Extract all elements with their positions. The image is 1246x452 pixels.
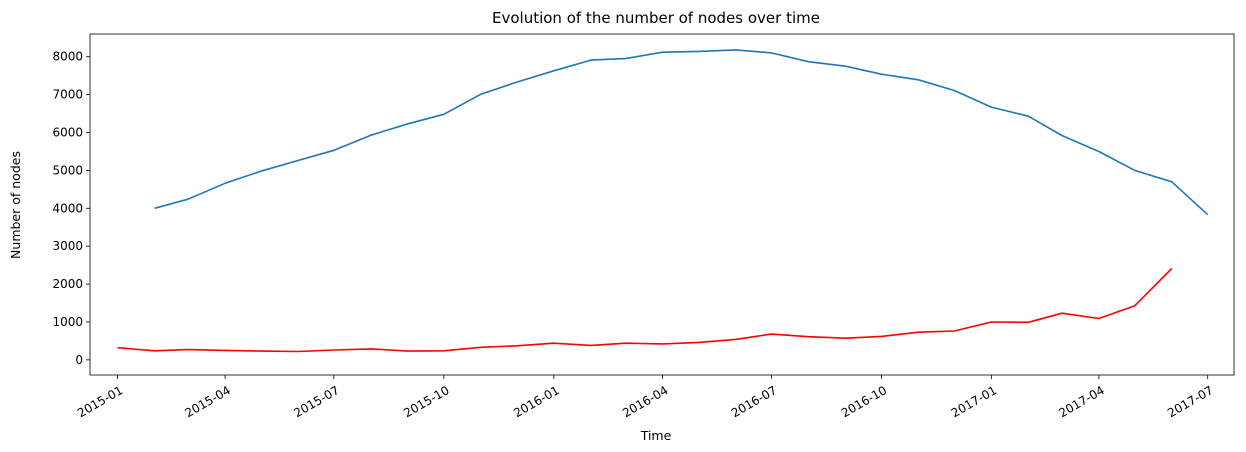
x-tick-label: 2015-07 xyxy=(291,383,341,420)
x-tick-label: 2017-04 xyxy=(1056,383,1106,420)
x-tick-label: 2015-04 xyxy=(183,383,233,420)
x-tick-label: 2015-10 xyxy=(401,383,451,420)
x-axis-label: Time xyxy=(640,428,672,443)
y-tick-label: 3000 xyxy=(52,239,83,253)
x-tick-label: 2017-07 xyxy=(1165,383,1215,420)
series-lines xyxy=(117,49,1209,353)
x-tick-label: 2015-01 xyxy=(75,383,125,420)
x-tick-label: 2017-01 xyxy=(949,383,999,420)
y-tick-label: 4000 xyxy=(52,201,83,215)
y-tick-label: 8000 xyxy=(52,50,83,64)
chart-title: Evolution of the number of nodes over ti… xyxy=(492,9,820,27)
x-tick-label: 2016-04 xyxy=(620,383,670,420)
y-tick-label: 6000 xyxy=(52,126,83,140)
x-tick-label: 2016-01 xyxy=(511,383,561,420)
y-axis-label: Number of nodes xyxy=(8,151,23,259)
y-tick-label: 7000 xyxy=(52,88,83,102)
x-tick-label: 2016-10 xyxy=(839,383,889,420)
x-axis: 2015-01 2015-04 2015-07 2015-10 2016-01 2016-… xyxy=(75,375,1216,420)
series-line-2 xyxy=(117,267,1173,353)
y-tick-label: 0 xyxy=(75,353,83,367)
y-axis: 0 1000 2000 3000 4000 5000 6000 7000 8000 xyxy=(52,50,90,367)
x-tick-label: 2016-07 xyxy=(729,383,779,420)
y-tick-label: 5000 xyxy=(52,163,83,177)
series-line-1 xyxy=(154,49,1209,216)
y-tick-label: 1000 xyxy=(52,315,83,329)
plot-frame xyxy=(89,33,1235,376)
y-tick-label: 2000 xyxy=(52,277,83,291)
